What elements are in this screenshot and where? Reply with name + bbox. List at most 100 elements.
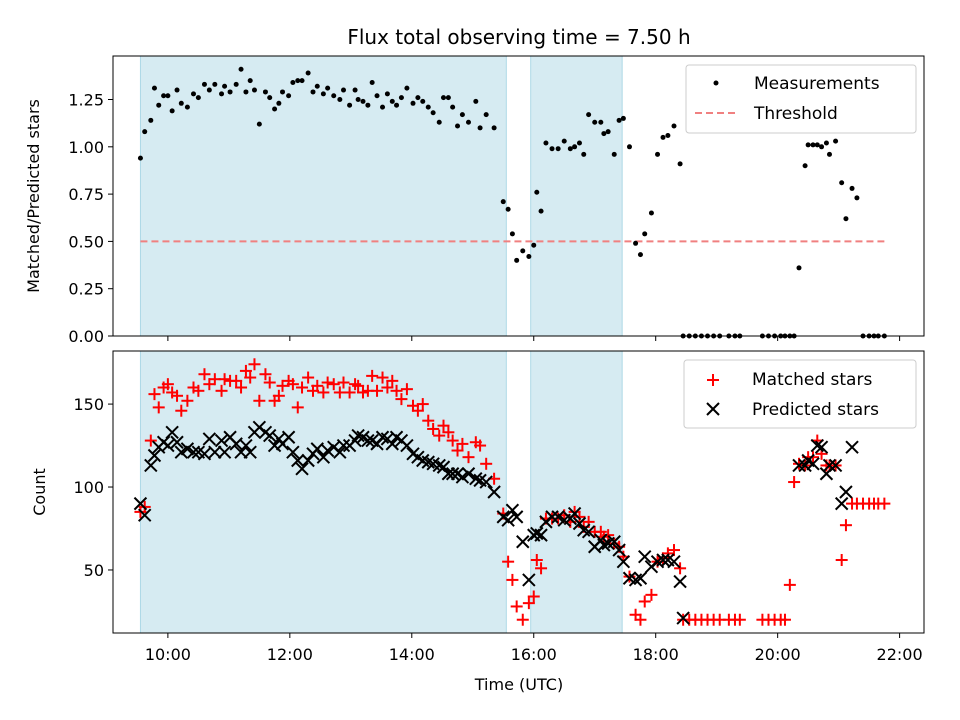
measurement-point xyxy=(810,142,816,148)
measurement-point xyxy=(325,85,331,91)
measurement-point xyxy=(347,102,353,108)
legend-frame xyxy=(683,359,917,429)
matched-star-point xyxy=(480,457,493,470)
matched-star-point xyxy=(286,378,299,391)
measurement-point xyxy=(389,98,395,104)
measurement-point xyxy=(586,112,592,118)
predicted-star-point xyxy=(612,543,626,557)
predicted-star-point xyxy=(147,448,162,463)
predicted-star-point xyxy=(333,445,347,459)
legend-matched-marker xyxy=(707,374,719,386)
x-tick-label: 18:00 xyxy=(633,645,679,664)
predicted-star-point xyxy=(656,553,670,567)
measurement-point xyxy=(238,66,244,72)
matched-star-point xyxy=(634,613,647,626)
predicted-star-point xyxy=(351,428,365,443)
measurement-point xyxy=(331,93,337,99)
predicted-star-point xyxy=(479,475,493,489)
predicted-star-point xyxy=(505,503,520,517)
matched-star-point xyxy=(835,554,848,567)
predicted-star-point xyxy=(239,438,253,453)
matched-star-point xyxy=(152,401,165,414)
observing-intervals xyxy=(139,350,623,634)
measurement-point xyxy=(190,91,196,97)
measurement-point xyxy=(839,180,845,186)
matched-star-point xyxy=(446,434,459,447)
predicted-star-point xyxy=(810,438,824,453)
measurement-point xyxy=(156,102,162,108)
measurement-point xyxy=(305,70,311,76)
matched-star-point xyxy=(516,613,529,626)
matched-star-point xyxy=(192,384,205,397)
y-tick-label: 1.25 xyxy=(68,91,104,110)
predicted-star-point xyxy=(567,506,582,521)
measurement-point xyxy=(648,210,654,216)
predicted-star-point xyxy=(638,549,652,564)
y-tick-label: 0.75 xyxy=(68,185,104,204)
predicted-star-point xyxy=(516,535,530,549)
measurement-point xyxy=(169,108,175,114)
predicted-star-point xyxy=(522,573,536,587)
predicted-star-point xyxy=(336,438,351,453)
measurement-point xyxy=(473,98,479,104)
predicted-star-point xyxy=(828,458,843,473)
legend-predicted-marker xyxy=(706,402,720,416)
measurement-point xyxy=(849,185,855,191)
ratio-panel-frame xyxy=(112,55,925,337)
matched-star-point xyxy=(376,371,389,384)
predicted-star-point xyxy=(501,513,515,527)
predicted-star-point xyxy=(445,467,460,481)
measurement-point xyxy=(677,161,683,167)
predicted-star-point xyxy=(461,467,476,481)
matched-star-point xyxy=(235,381,248,394)
measurement-point xyxy=(425,104,431,110)
legend-measurements-marker xyxy=(713,80,719,86)
measurement-point xyxy=(148,117,154,123)
predicted-star-point xyxy=(133,496,148,511)
measurement-point xyxy=(514,257,520,263)
measurement-point xyxy=(151,85,157,91)
matched-star-point xyxy=(366,369,379,382)
measurement-point xyxy=(337,97,343,103)
legend-threshold-label: Threshold xyxy=(753,104,838,124)
matched-star-point xyxy=(198,368,211,381)
y-tick-label: 100 xyxy=(73,478,104,497)
count-axes: 50 100 150 10:00 12:00 14:00 16:00 18:00 20:00 22… xyxy=(73,395,922,664)
measurement-point xyxy=(450,104,456,110)
matched-star-point xyxy=(161,378,174,391)
predicted-star-point xyxy=(633,571,648,585)
legend-matched-label: Matched stars xyxy=(752,370,872,390)
matched-star-point xyxy=(390,384,403,397)
matched-star-point xyxy=(667,544,680,557)
predicted-star-point xyxy=(616,554,631,569)
measurement-point xyxy=(137,155,143,161)
predicted-star-point xyxy=(174,445,189,459)
measurement-point xyxy=(430,110,436,116)
measurement-point xyxy=(665,132,671,138)
measurement-point xyxy=(233,81,239,87)
y-tick-label: 0.25 xyxy=(68,280,104,299)
matched-star-point xyxy=(259,368,272,381)
predicted-star-point xyxy=(676,611,690,625)
predicted-star-point xyxy=(421,455,435,469)
measurement-point xyxy=(243,89,249,95)
predicted-star-point xyxy=(214,433,229,448)
measurement-point xyxy=(520,248,526,254)
observing-intervals xyxy=(139,55,623,337)
measurement-point xyxy=(280,89,286,95)
matched-star-point xyxy=(276,379,289,392)
matched-star-point xyxy=(230,374,243,387)
measurement-point xyxy=(592,119,598,125)
y-tick-label: 50 xyxy=(84,561,104,580)
predicted-star-point xyxy=(487,485,501,499)
predicted-star-point xyxy=(673,574,687,589)
matched-star-point xyxy=(527,590,540,603)
matched-star-point xyxy=(411,404,424,417)
predicted-star-point xyxy=(581,525,596,539)
predicted-star-point xyxy=(834,496,849,511)
matched-star-point xyxy=(506,573,519,586)
predicted-star-point xyxy=(551,510,565,524)
measurement-point xyxy=(394,102,400,108)
y-tick-label: 1.00 xyxy=(68,138,104,157)
x-tick-label: 14:00 xyxy=(389,645,435,664)
